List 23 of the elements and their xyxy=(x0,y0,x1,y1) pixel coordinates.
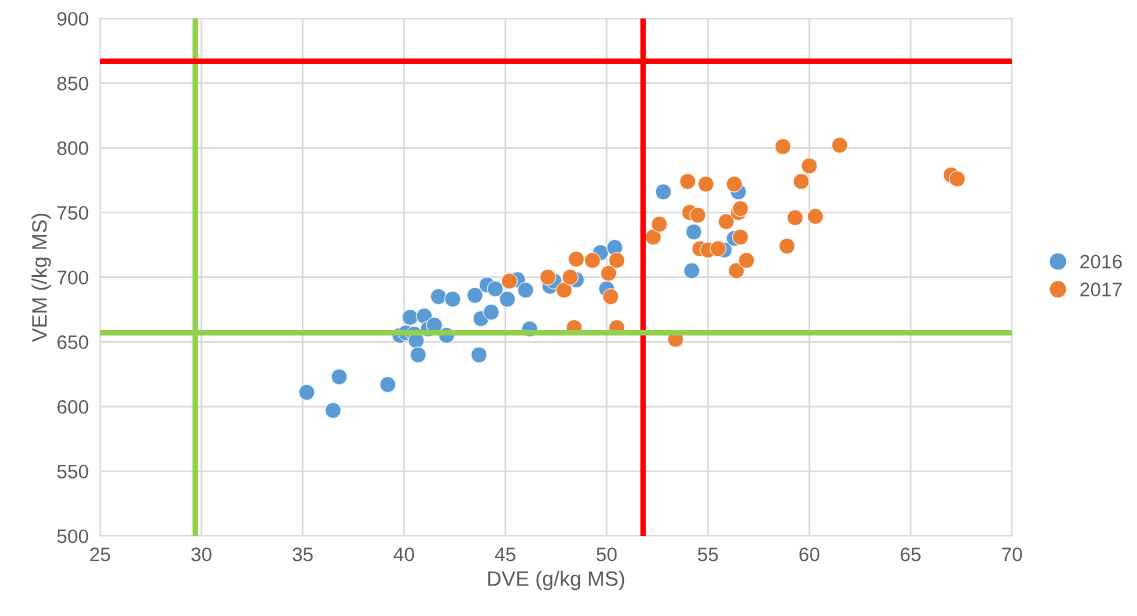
x-tick-label: 60 xyxy=(799,547,820,562)
legend-label: 2017 xyxy=(1080,282,1122,297)
y-tick-label: 800 xyxy=(57,141,89,156)
y-tick-label: 600 xyxy=(57,400,89,414)
y-tick-label: 500 xyxy=(57,529,89,544)
y-tick-label: 700 xyxy=(57,270,89,285)
x-tick-label: 35 xyxy=(292,547,313,562)
x-tick-label: 50 xyxy=(596,547,617,562)
y-tick-label: 750 xyxy=(57,205,89,220)
x-tick-label: 45 xyxy=(494,547,516,562)
x-tick-label: 25 xyxy=(90,547,111,562)
y-tick-label: 550 xyxy=(57,464,89,479)
x-tick-label: 30 xyxy=(191,547,212,562)
x-axis-title: DVE (g/kg MS) xyxy=(488,570,625,591)
x-tick-label: 70 xyxy=(1002,547,1022,562)
x-tick-label: 65 xyxy=(900,547,921,562)
y-tick-label: 650 xyxy=(57,335,89,350)
y-axis-title: VEM (/kg MS) xyxy=(31,213,51,342)
x-tick-label: 40 xyxy=(393,547,415,562)
x-tick-label: 55 xyxy=(697,547,718,562)
y-tick-label: 850 xyxy=(57,76,89,91)
y-tick-label: 900 xyxy=(57,11,89,26)
legend-label: 2016 xyxy=(1080,254,1122,269)
